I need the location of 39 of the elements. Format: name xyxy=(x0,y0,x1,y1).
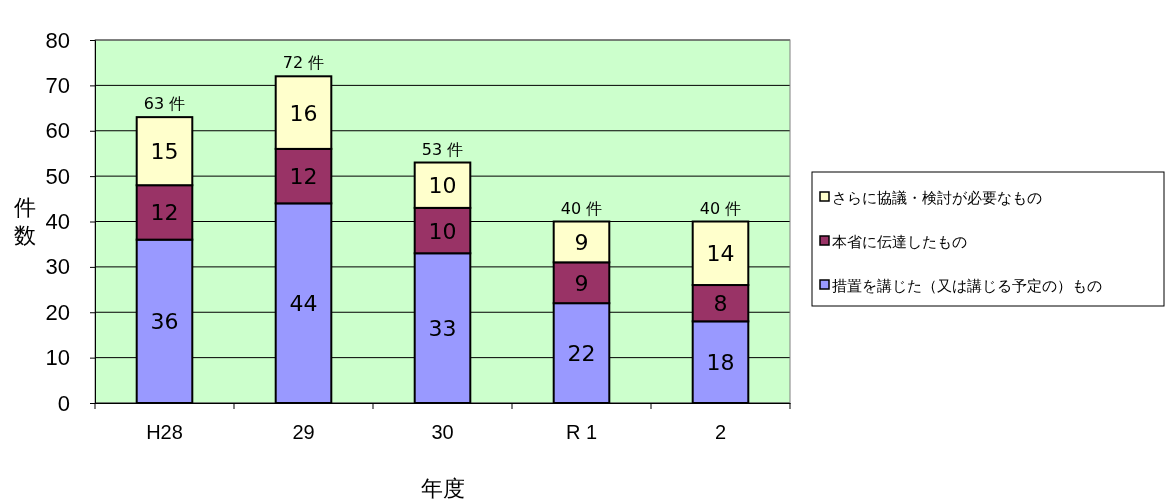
x-tick-label: 2 xyxy=(714,421,727,444)
legend-label: さらに協議・検討が必要なもの xyxy=(832,189,1042,207)
total-label: 53 件 xyxy=(421,139,464,159)
x-tick-label: R 1 xyxy=(565,421,598,444)
y-tick-label: 50 xyxy=(45,163,70,189)
y-tick-label: 80 xyxy=(45,27,70,53)
data-label: 15 xyxy=(150,139,179,165)
y-tick-label: 60 xyxy=(45,118,70,144)
data-label: 10 xyxy=(428,218,457,244)
data-label: 8 xyxy=(713,291,728,317)
y-tick-label: 20 xyxy=(45,299,70,325)
y-tick-label: 70 xyxy=(45,72,70,98)
data-label: 9 xyxy=(574,270,589,296)
total-label: 40 件 xyxy=(560,198,603,218)
y-tick-label: 0 xyxy=(57,390,70,416)
x-axis-title: 年度 xyxy=(420,476,465,501)
y-tick-label: 10 xyxy=(45,345,70,371)
total-label: 63 件 xyxy=(143,94,186,114)
x-tick-label: 29 xyxy=(292,421,315,444)
total-label: 40 件 xyxy=(699,198,742,218)
data-label: 33 xyxy=(428,316,457,342)
data-label: 14 xyxy=(706,241,735,267)
total-label: 72 件 xyxy=(282,53,325,73)
legend-label: 本省に伝達したもの xyxy=(832,233,967,251)
y-tick-label: 30 xyxy=(45,254,70,280)
data-label: 10 xyxy=(428,173,457,199)
data-label: 18 xyxy=(706,350,735,376)
y-axis-title: 件数 xyxy=(14,195,36,248)
data-label: 12 xyxy=(289,164,318,190)
data-label: 16 xyxy=(289,100,318,126)
data-label: 9 xyxy=(574,229,589,255)
data-label: 12 xyxy=(150,200,179,226)
x-tick-label: 30 xyxy=(431,421,454,444)
data-label: 44 xyxy=(289,291,318,317)
y-tick-label: 40 xyxy=(45,209,70,235)
data-label: 22 xyxy=(567,341,596,367)
x-tick-label: H28 xyxy=(146,421,183,444)
data-label: 36 xyxy=(150,309,179,335)
legend-label: 措置を講じた（又は講じる予定の）もの xyxy=(832,277,1102,295)
